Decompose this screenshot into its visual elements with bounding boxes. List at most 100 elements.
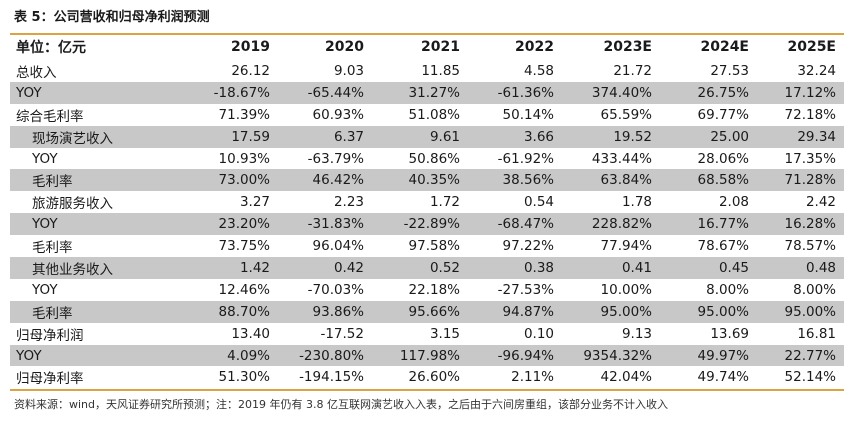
table-cell: 93.86%: [312, 303, 364, 320]
table-cell: 8.00%: [793, 281, 836, 298]
table-cell: 97.58%: [408, 238, 460, 255]
table-cell: 0.54: [523, 194, 554, 211]
table-cell: 228.82%: [591, 216, 652, 233]
table-cell: 17.12%: [784, 84, 836, 101]
column-header: 2021: [421, 39, 460, 55]
table-row: 旅游服务收入 3.27 2.23 1.72 0.54 1.78 2.08 2.42: [10, 191, 844, 213]
table-cell: 26.75%: [697, 84, 749, 101]
table-cell: 9.61: [429, 128, 460, 145]
table-header: 单位：亿元 2019 2020 2021 2022 2023E 2024E 20…: [10, 35, 844, 59]
table-cell: -61.92%: [497, 150, 554, 167]
table-cell: 26.60%: [408, 369, 460, 386]
table-cell: 2.08: [718, 194, 749, 211]
table-cell: 16.28%: [784, 216, 836, 233]
table-cell: 0.10: [523, 325, 554, 342]
table-cell: 2.42: [805, 194, 836, 211]
row-label: 毛利率: [32, 174, 73, 191]
table-cell: 1.72: [429, 194, 460, 211]
table-cell: 94.87%: [502, 303, 554, 320]
row-label: 综合毛利率: [16, 108, 84, 125]
table-row: YOY 10.93% -63.79% 50.86% -61.92% 433.44% 28.0…: [10, 148, 844, 170]
table-row: YOY 12.46% -70.03% 22.18% -27.53% 10.00% 8.00%…: [10, 279, 844, 301]
table-row: YOY -18.67% -65.44% 31.27% -61.36% 374.40% 26.…: [10, 81, 844, 104]
unit-label: 单位：亿元: [16, 40, 86, 56]
table-row: 毛利率 73.00% 46.42% 40.35% 38.56% 63.84% 68.58% 7…: [10, 169, 844, 192]
row-label: YOY: [32, 216, 58, 233]
table-cell: 71.39%: [218, 106, 270, 123]
table-cell: -63.79%: [307, 150, 364, 167]
table-cell: 11.85: [421, 62, 460, 79]
table-cell: 9354.32%: [583, 347, 652, 364]
table-cell: 31.27%: [408, 84, 460, 101]
row-label: 总收入: [16, 64, 57, 81]
table-cell: 71.28%: [784, 172, 836, 189]
table-cell: 78.67%: [697, 238, 749, 255]
table-cell: 21.72: [613, 62, 652, 79]
row-label: YOY: [32, 150, 58, 167]
table-cell: 42.04%: [600, 369, 652, 386]
table-cell: 38.56%: [502, 172, 554, 189]
table-row: 综合毛利率 71.39% 60.93% 51.08% 50.14% 65.59% 69.77…: [10, 104, 844, 126]
table-cell: 4.09%: [227, 347, 270, 364]
table-cell: 95.00%: [784, 303, 836, 320]
table-cell: 3.66: [523, 128, 554, 145]
table-cell: 4.58: [523, 62, 554, 79]
table-cell: 1.42: [239, 259, 270, 276]
table-cell: 17.35%: [784, 150, 836, 167]
table-cell: 117.98%: [399, 347, 460, 364]
table-cell: 2.11%: [511, 369, 554, 386]
table-cell: 22.77%: [784, 347, 836, 364]
table-cell: -96.94%: [497, 347, 554, 364]
table-cell: 73.00%: [218, 172, 270, 189]
table-cell: 0.38: [523, 259, 554, 276]
column-header: 2022: [515, 39, 554, 55]
table-row: YOY 23.20% -31.83% -22.89% -68.47% 228.82% 16.…: [10, 213, 844, 236]
table-cell: 40.35%: [408, 172, 460, 189]
table-cell: 29.34: [797, 128, 836, 145]
table-cell: -31.83%: [307, 216, 364, 233]
table-cell: 27.53: [710, 62, 749, 79]
table-cell: 51.08%: [408, 106, 460, 123]
table-cell: 0.52: [429, 259, 460, 276]
table-cell: 68.58%: [697, 172, 749, 189]
table-cell: 65.59%: [600, 106, 652, 123]
table-cell: 19.52: [613, 128, 652, 145]
table-cell: 10.93%: [218, 150, 270, 167]
table-cell: -22.89%: [403, 216, 460, 233]
table-cell: 32.24: [797, 62, 836, 79]
column-header: 2019: [231, 39, 270, 55]
table-cell: 51.30%: [218, 369, 270, 386]
column-header: 2020: [325, 39, 364, 55]
table-cell: 22.18%: [408, 281, 460, 298]
table-cell: 50.14%: [502, 106, 554, 123]
table-cell: 97.22%: [502, 238, 554, 255]
table-row: 其他业务收入 1.42 0.42 0.52 0.38 0.41 0.45 0.48: [10, 257, 844, 279]
table-cell: 13.69: [710, 325, 749, 342]
table-row: 毛利率 88.70% 93.86% 95.66% 94.87% 95.00% 95.00% 9…: [10, 300, 844, 323]
table-row: 现场演艺收入 17.59 6.37 9.61 3.66 19.52 25.00 29.34: [10, 125, 844, 148]
table-body: 总收入 26.12 9.03 11.85 4.58 21.72 27.53 32.24 YOY -…: [10, 60, 844, 388]
table-cell: -18.67%: [213, 84, 270, 101]
table-cell: 49.97%: [697, 347, 749, 364]
table-cell: -68.47%: [497, 216, 554, 233]
table-cell: 8.00%: [706, 281, 749, 298]
table-cell: 52.14%: [784, 369, 836, 386]
row-label: YOY: [16, 347, 42, 364]
table-cell: -17.52: [320, 325, 364, 342]
column-header: 2025E: [787, 39, 836, 55]
table-cell: -70.03%: [307, 281, 364, 298]
table-cell: 9.13: [621, 325, 652, 342]
bottom-rule: [10, 389, 844, 391]
table-cell: 16.81: [797, 325, 836, 342]
table-cell: 0.42: [333, 259, 364, 276]
row-label: 归母净利润: [16, 327, 84, 344]
row-label: 现场演艺收入: [32, 130, 113, 147]
row-label: 毛利率: [32, 305, 73, 322]
table-cell: 0.48: [805, 259, 836, 276]
table-cell: 9.03: [333, 62, 364, 79]
row-label: 其他业务收入: [32, 261, 113, 278]
table-cell: 72.18%: [784, 106, 836, 123]
table-cell: 374.40%: [591, 84, 652, 101]
table-cell: 1.78: [621, 194, 652, 211]
table-cell: 49.74%: [697, 369, 749, 386]
